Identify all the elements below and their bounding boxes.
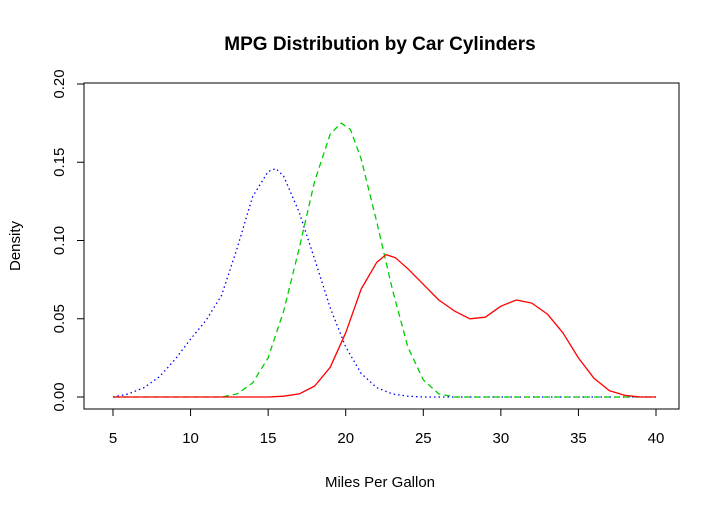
y-tick-label: 0.15 (51, 148, 68, 177)
x-axis: 5 10 15 20 25 30 35 40 (109, 408, 665, 447)
x-tick-label: 25 (415, 430, 432, 447)
y-axis-label: Density (7, 220, 24, 271)
y-tick-label: 0.20 (51, 69, 68, 98)
series-lines (112, 122, 656, 398)
x-axis-label: Miles Per Gallon (325, 474, 435, 491)
x-tick-label: 30 (493, 430, 510, 447)
x-tick-label: 20 (337, 430, 354, 447)
series-line-solid (113, 253, 656, 398)
y-tick-label: 0.05 (51, 304, 68, 333)
x-tick-label: 5 (109, 430, 117, 447)
x-tick-label: 35 (570, 430, 587, 447)
x-tick-label: 40 (648, 430, 665, 447)
chart-title: MPG Distribution by Car Cylinders (224, 34, 535, 55)
x-tick-label: 15 (260, 430, 277, 447)
y-axis: 0.00 0.05 0.10 0.15 0.20 (51, 69, 85, 412)
plot-frame (83, 82, 680, 410)
series-line-dashed (113, 122, 656, 398)
x-tick-label: 10 (182, 430, 199, 447)
series-line-dotted (112, 167, 656, 398)
y-tick-label: 0.00 (51, 382, 68, 411)
y-tick-label: 0.10 (51, 226, 68, 255)
